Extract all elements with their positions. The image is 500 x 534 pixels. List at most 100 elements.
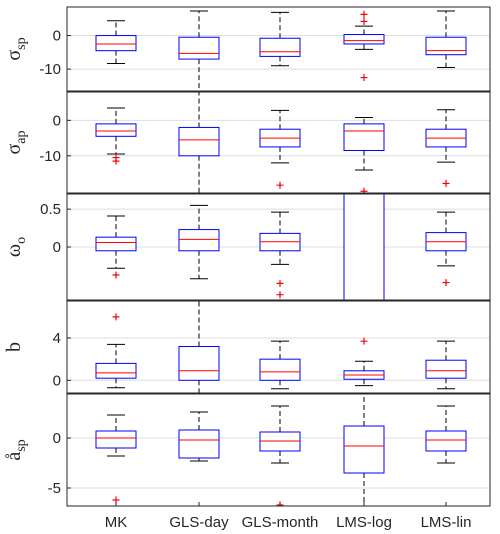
panel-plot-area: [95, 301, 467, 393]
y-axis-label: b: [3, 342, 25, 352]
box-iqr: [425, 36, 467, 56]
box-iqr: [343, 34, 385, 45]
y-axis-label-subscript: sp: [14, 439, 29, 451]
y-tick-label: 0: [53, 112, 61, 129]
y-axis-label: ωo: [3, 237, 29, 257]
y-axis-label: åsp: [3, 439, 29, 460]
box-MK: [95, 215, 137, 279]
y-axis-label-subscript: o: [14, 237, 29, 244]
box-GLS-day: [178, 411, 220, 462]
panel-frame: [66, 91, 491, 194]
panel-plot-area: [95, 194, 467, 300]
box-LMS-log: [343, 117, 385, 193]
box-iqr: [178, 126, 220, 157]
panel-frame: [66, 6, 491, 92]
box-GLS-month: [259, 211, 301, 299]
y-axis-label: σsp: [3, 37, 29, 60]
panel-5: 0 -5 åsp: [3, 393, 491, 507]
box-MK: [95, 414, 137, 504]
y-tick-label: -10: [39, 148, 61, 165]
y-tick-label: 0: [53, 430, 61, 447]
outlier-marker: [360, 74, 368, 82]
box-LMS-lin: [425, 211, 467, 287]
x-category-label: GLS-month: [242, 514, 319, 531]
box-LMS-lin: [425, 10, 467, 68]
panel-3: 0.5 0 ωo: [3, 193, 491, 301]
box-LMS-log: [343, 194, 385, 300]
y-axis-label-symbol: b: [3, 342, 25, 352]
y-axis-label-subscript: ap: [14, 131, 29, 144]
box-LMS-lin: [425, 109, 467, 187]
box-iqr: [95, 362, 137, 379]
box-iqr: [178, 429, 220, 459]
box-GLS-day: [178, 92, 220, 193]
y-axis-label-symbol: ω: [3, 244, 25, 257]
box-iqr: [178, 229, 220, 252]
x-category-label: MK: [105, 514, 128, 531]
box-iqr: [95, 430, 137, 449]
outlier-marker: [442, 179, 450, 187]
box-MK: [95, 313, 137, 389]
y-axis-label-symbol: å: [3, 452, 25, 461]
y-tick-label: 0: [53, 28, 61, 45]
box-iqr: [259, 358, 301, 381]
box-LMS-log: [343, 337, 385, 387]
panel-1: 0 -10 σsp: [3, 6, 491, 92]
y-axis-label-symbol: σ: [3, 50, 25, 61]
box-GLS-day: [178, 204, 220, 280]
panel-frame: [66, 393, 491, 507]
box-GLS-month: [259, 109, 301, 189]
panel-plot-area: [95, 10, 467, 91]
box-iqr: [343, 194, 385, 300]
box-iqr: [343, 123, 385, 151]
box-GLS-day: [178, 301, 220, 393]
outlier-marker: [276, 291, 284, 299]
outlier-marker: [112, 313, 120, 321]
panel-plot-area: [95, 92, 467, 193]
box-LMS-log: [343, 10, 385, 82]
box-iqr: [259, 37, 301, 57]
y-tick-label: -5: [48, 480, 61, 497]
box-iqr: [95, 123, 137, 137]
y-axis-label: σap: [3, 131, 29, 155]
box-GLS-month: [259, 405, 301, 506]
box-iqr: [178, 36, 220, 60]
outlier-marker: [112, 271, 120, 279]
outlier-marker: [276, 181, 284, 189]
box-GLS-month: [259, 11, 301, 67]
category-labels: MK GLS-day GLS-month LMS-log LMS-lin: [105, 502, 472, 531]
x-category-label: GLS-day: [169, 514, 229, 531]
y-tick-label: 4: [53, 330, 61, 347]
outlier-marker: [360, 17, 368, 25]
panel-2: 0 -10 σap: [3, 91, 491, 194]
y-tick-label: 0.5: [40, 201, 61, 218]
box-LMS-log: [343, 394, 385, 506]
box-GLS-month: [259, 340, 301, 390]
box-iqr: [425, 430, 467, 452]
y-tick-label: 0: [53, 372, 61, 389]
box-MK: [95, 107, 137, 165]
y-tick-label: 0: [53, 239, 61, 256]
box-iqr: [95, 236, 137, 252]
panel-4: 4 0 b: [3, 300, 491, 394]
outlier-marker: [360, 187, 368, 193]
outlier-marker: [442, 279, 450, 287]
box-iqr: [425, 359, 467, 379]
box-LMS-lin: [425, 340, 467, 390]
outlier-marker: [276, 279, 284, 287]
panel-plot-area: [95, 394, 467, 506]
y-tick-label: -10: [39, 61, 61, 78]
panel-frame: [66, 193, 491, 301]
box-LMS-lin: [425, 405, 467, 464]
x-category-label: LMS-log: [336, 514, 392, 531]
x-category-label: LMS-lin: [421, 514, 472, 531]
y-axis-label-subscript: sp: [14, 37, 29, 49]
box-iqr: [343, 425, 385, 474]
box-iqr: [178, 345, 220, 381]
y-axis-label-symbol: σ: [3, 144, 25, 155]
outlier-marker: [112, 157, 120, 165]
box-iqr: [95, 35, 137, 52]
panel-frame: [66, 300, 491, 394]
